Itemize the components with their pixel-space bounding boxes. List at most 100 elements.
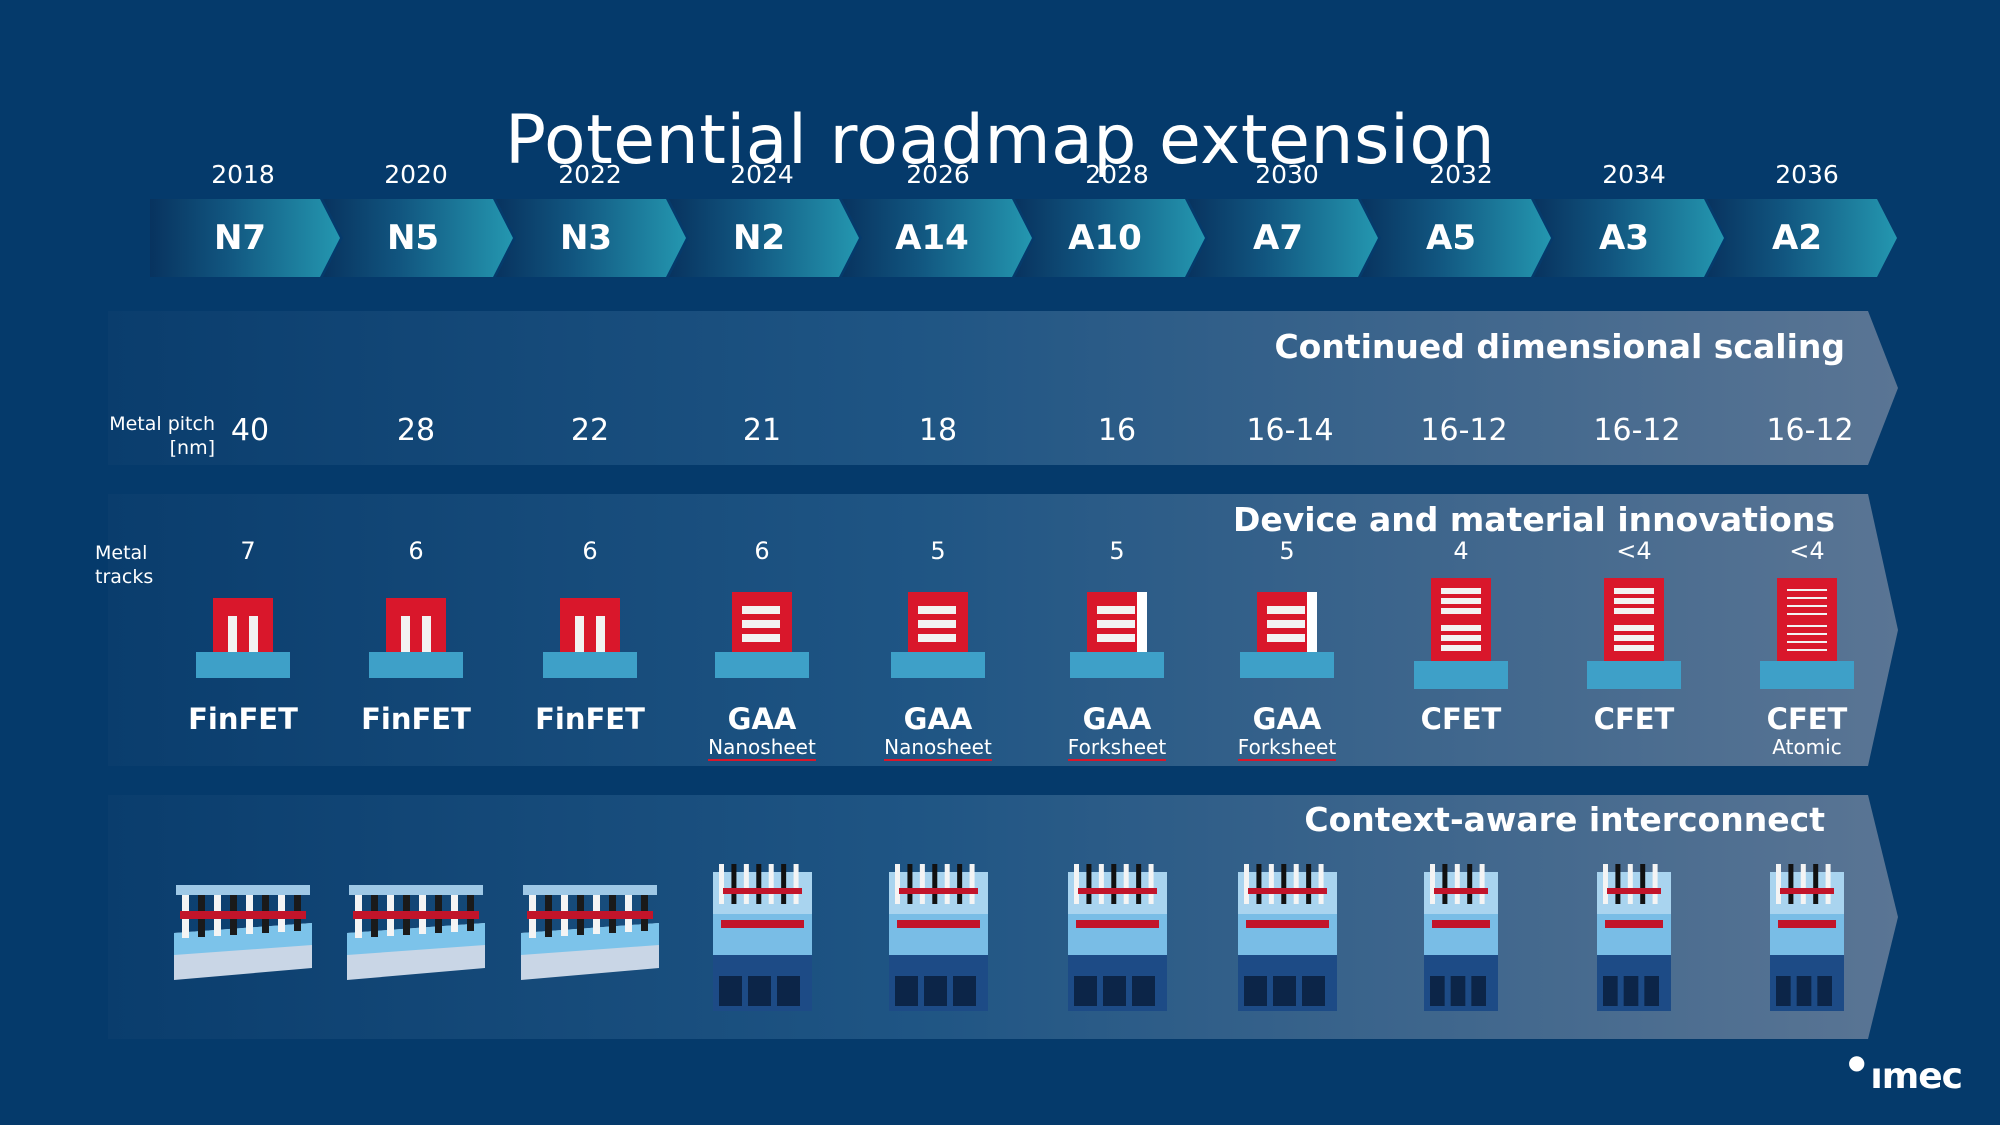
cfet-icon [1584, 575, 1684, 695]
metal-pitch-label-line2: [nm] [169, 437, 215, 459]
device-name: CFET [1420, 702, 1502, 736]
logo-text: ımec [1870, 1056, 1963, 1097]
forksheet-icon [1237, 590, 1337, 684]
metal-pitch-value: 40 [230, 413, 270, 448]
metal-pitch-value: 16-12 [1420, 413, 1508, 448]
interconnect-structure-image [881, 858, 996, 1022]
metal-tracks-value: <4 [1789, 537, 1825, 565]
metal-pitch-value: 18 [918, 413, 958, 448]
nanosheet-icon [712, 590, 812, 684]
node-label: N5 [386, 218, 440, 258]
page-title: Potential roadmap extension [504, 100, 1496, 180]
interconnect-structure-image [515, 873, 665, 992]
metal-pitch-value: 16-12 [1593, 413, 1681, 448]
interconnect-structure-image [168, 873, 318, 992]
node-chevron: N3 [496, 199, 686, 277]
node-label: N2 [732, 218, 786, 258]
metal-tracks-label: Metal tracks [95, 542, 154, 588]
device-subname: Forksheet [1202, 735, 1372, 761]
device-subname-text: Nanosheet [708, 735, 816, 761]
metal-tracks-value: 5 [1279, 537, 1295, 565]
device-subname-text: Nanosheet [884, 735, 992, 761]
device-name: GAA [903, 702, 973, 736]
node-label: A10 [1068, 218, 1142, 258]
imec-logo: ● ımec [1848, 1050, 1963, 1097]
node-label: A2 [1772, 218, 1822, 258]
cfet-atomic-icon [1757, 575, 1857, 695]
metal-tracks-value: <4 [1616, 537, 1652, 565]
node-chevron: N2 [669, 199, 859, 277]
device-subname: Nanosheet [677, 735, 847, 761]
device-name: GAA [727, 702, 797, 736]
device-name: CFET [1766, 702, 1848, 736]
nanosheet-icon [888, 590, 988, 684]
finfet-icon [193, 590, 293, 684]
metal-pitch-value: 22 [570, 413, 610, 448]
metal-tracks-value: 6 [408, 537, 424, 565]
device-subname: Atomic [1722, 735, 1892, 759]
device-name: GAA [1082, 702, 1152, 736]
node-chevron: A3 [1534, 199, 1724, 277]
interconnect-structure-image [1589, 858, 1679, 1022]
metal-tracks-value: 4 [1453, 537, 1469, 565]
year-label: 2026 [906, 160, 970, 189]
year-label: 2032 [1429, 160, 1493, 189]
metal-tracks-value: 5 [930, 537, 946, 565]
device-subname: Forksheet [1032, 735, 1202, 761]
interconnect-structure-image [705, 858, 820, 1022]
metal-tracks-value: 5 [1109, 537, 1125, 565]
interconnect-structure-image [1416, 858, 1506, 1022]
node-label: A7 [1253, 218, 1303, 258]
metal-tracks-value: 6 [754, 537, 770, 565]
year-label: 2028 [1085, 160, 1149, 189]
scaling-band-title: Continued dimensional scaling [1274, 327, 1845, 366]
device-name: CFET [1593, 702, 1675, 736]
device-name: FinFET [361, 702, 471, 736]
interconnect-band-title: Context-aware interconnect [1304, 800, 1825, 839]
cfet-icon [1411, 575, 1511, 695]
node-chevron: A14 [842, 199, 1032, 277]
device-subname: Nanosheet [853, 735, 1023, 761]
year-label: 2020 [384, 160, 448, 189]
node-chevron: A2 [1707, 199, 1897, 277]
metal-pitch-value: 16-12 [1766, 413, 1854, 448]
finfet-icon [540, 590, 640, 684]
node-chevron: A5 [1361, 199, 1551, 277]
interconnect-structure-image [341, 873, 491, 992]
node-label: A14 [895, 218, 969, 258]
device-name: FinFET [188, 702, 298, 736]
finfet-icon [366, 590, 466, 684]
scaling-band [108, 311, 1898, 465]
node-chevron: N5 [323, 199, 513, 277]
forksheet-icon [1067, 590, 1167, 684]
metal-pitch-label: Metal pitch [nm] [100, 412, 215, 460]
metal-pitch-value: 16 [1097, 413, 1137, 448]
device-subname-text: Forksheet [1067, 735, 1167, 761]
metal-tracks-value: 6 [582, 537, 598, 565]
logo-dot-icon: ● [1847, 1050, 1865, 1074]
device-name: FinFET [535, 702, 645, 736]
interconnect-structure-image [1230, 858, 1345, 1022]
metal-tracks-value: 7 [240, 537, 256, 565]
node-chevron: A7 [1188, 199, 1378, 277]
node-label: A3 [1599, 218, 1649, 258]
year-label: 2018 [211, 160, 275, 189]
year-label: 2022 [558, 160, 622, 189]
year-label: 2034 [1602, 160, 1666, 189]
device-subname-text: Forksheet [1237, 735, 1337, 761]
node-chevron: A10 [1015, 199, 1205, 277]
metal-pitch-value: 21 [742, 413, 782, 448]
year-label: 2036 [1775, 160, 1839, 189]
metal-pitch-value: 16-14 [1246, 413, 1334, 448]
node-label: N7 [213, 218, 267, 258]
device-name: GAA [1252, 702, 1322, 736]
interconnect-structure-image [1762, 858, 1852, 1022]
metal-pitch-value: 28 [396, 413, 436, 448]
year-label: 2030 [1255, 160, 1319, 189]
devices-band-title: Device and material innovations [1232, 500, 1835, 539]
node-label: N3 [559, 218, 613, 258]
year-label: 2024 [730, 160, 794, 189]
interconnect-structure-image [1060, 858, 1175, 1022]
device-subname-text: Atomic [1772, 735, 1842, 759]
metal-pitch-label-line1: Metal pitch [109, 413, 215, 435]
